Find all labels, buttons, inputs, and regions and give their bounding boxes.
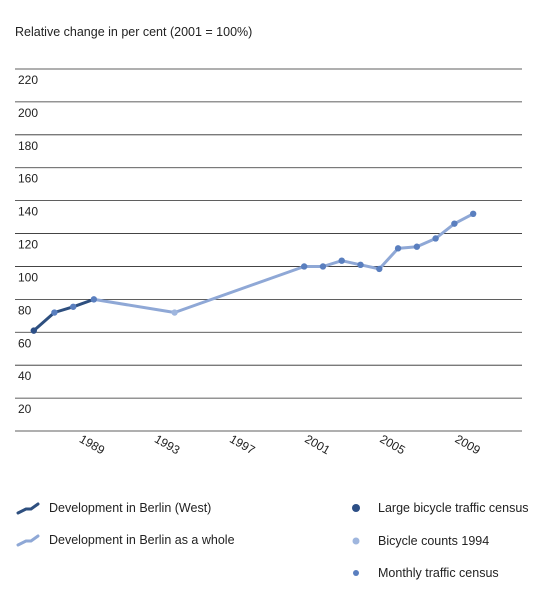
marker-2-7 [376, 265, 383, 273]
marker-2-6 [357, 261, 364, 269]
legend-line-label-0: Development in Berlin (West) [49, 501, 211, 515]
x-tick-label-2001: 2001 [302, 432, 332, 458]
data-markers [30, 210, 477, 334]
marker-2-3 [300, 263, 308, 270]
x-tick-label-1997: 1997 [227, 432, 257, 458]
y-axis-title: Relative change in per cent (2001 = 100%… [15, 25, 252, 39]
y-tick-label-200: 200 [18, 106, 38, 120]
legend-marker-label-1: Bicycle counts 1994 [378, 534, 489, 548]
y-tick-label-60: 60 [18, 336, 32, 350]
y-tick-labels: 20 40 60 80 100 120 140 160 180 200 220 [18, 73, 38, 416]
legend-line-swatch-0 [16, 502, 40, 515]
series-line-0 [32, 297, 96, 333]
x-tick-labels: 1989 1993 1997 2001 2005 2009 [77, 432, 483, 458]
legend-line-swatch-1 [16, 534, 40, 547]
legend-marker-swatch-2 [353, 570, 359, 576]
series-lines [32, 212, 475, 333]
marker-2-4 [319, 263, 327, 270]
x-tick-label-1989: 1989 [77, 432, 107, 458]
y-tick-label-40: 40 [18, 369, 32, 383]
marker-2-12 [469, 210, 477, 217]
marker-2-8 [394, 245, 402, 252]
marker-2-10 [432, 235, 439, 242]
legend-marker-label-2: Monthly traffic census [378, 566, 499, 580]
marker-0-0 [30, 327, 37, 334]
legend-marker-swatch-1 [352, 537, 360, 545]
legend-marker-swatch-0 [352, 504, 360, 512]
marker-2-5 [338, 257, 345, 264]
x-tick-label-2009: 2009 [453, 432, 483, 458]
x-tick-label-1993: 1993 [152, 432, 182, 458]
legend: Development in Berlin (West) Development … [16, 501, 529, 580]
marker-2-2 [90, 296, 98, 303]
y-tick-label-160: 160 [18, 172, 38, 186]
marker-2-1 [70, 303, 77, 310]
y-tick-label-180: 180 [18, 139, 38, 153]
gridlines [15, 68, 522, 432]
y-tick-label-80: 80 [18, 303, 32, 317]
marker-2-9 [413, 243, 421, 250]
x-tick-label-2005: 2005 [377, 432, 407, 458]
y-tick-label-140: 140 [18, 205, 38, 219]
legend-line-label-1: Development in Berlin as a whole [49, 533, 235, 547]
marker-2-0 [51, 309, 58, 316]
y-tick-label-220: 220 [18, 73, 38, 87]
y-tick-label-120: 120 [18, 238, 38, 252]
y-tick-label-100: 100 [18, 270, 38, 284]
series-line-1 [92, 212, 475, 314]
marker-1-0 [171, 309, 178, 316]
y-tick-label-20: 20 [18, 402, 32, 416]
legend-marker-label-0: Large bicycle traffic census [378, 501, 529, 515]
marker-2-11 [451, 220, 458, 227]
